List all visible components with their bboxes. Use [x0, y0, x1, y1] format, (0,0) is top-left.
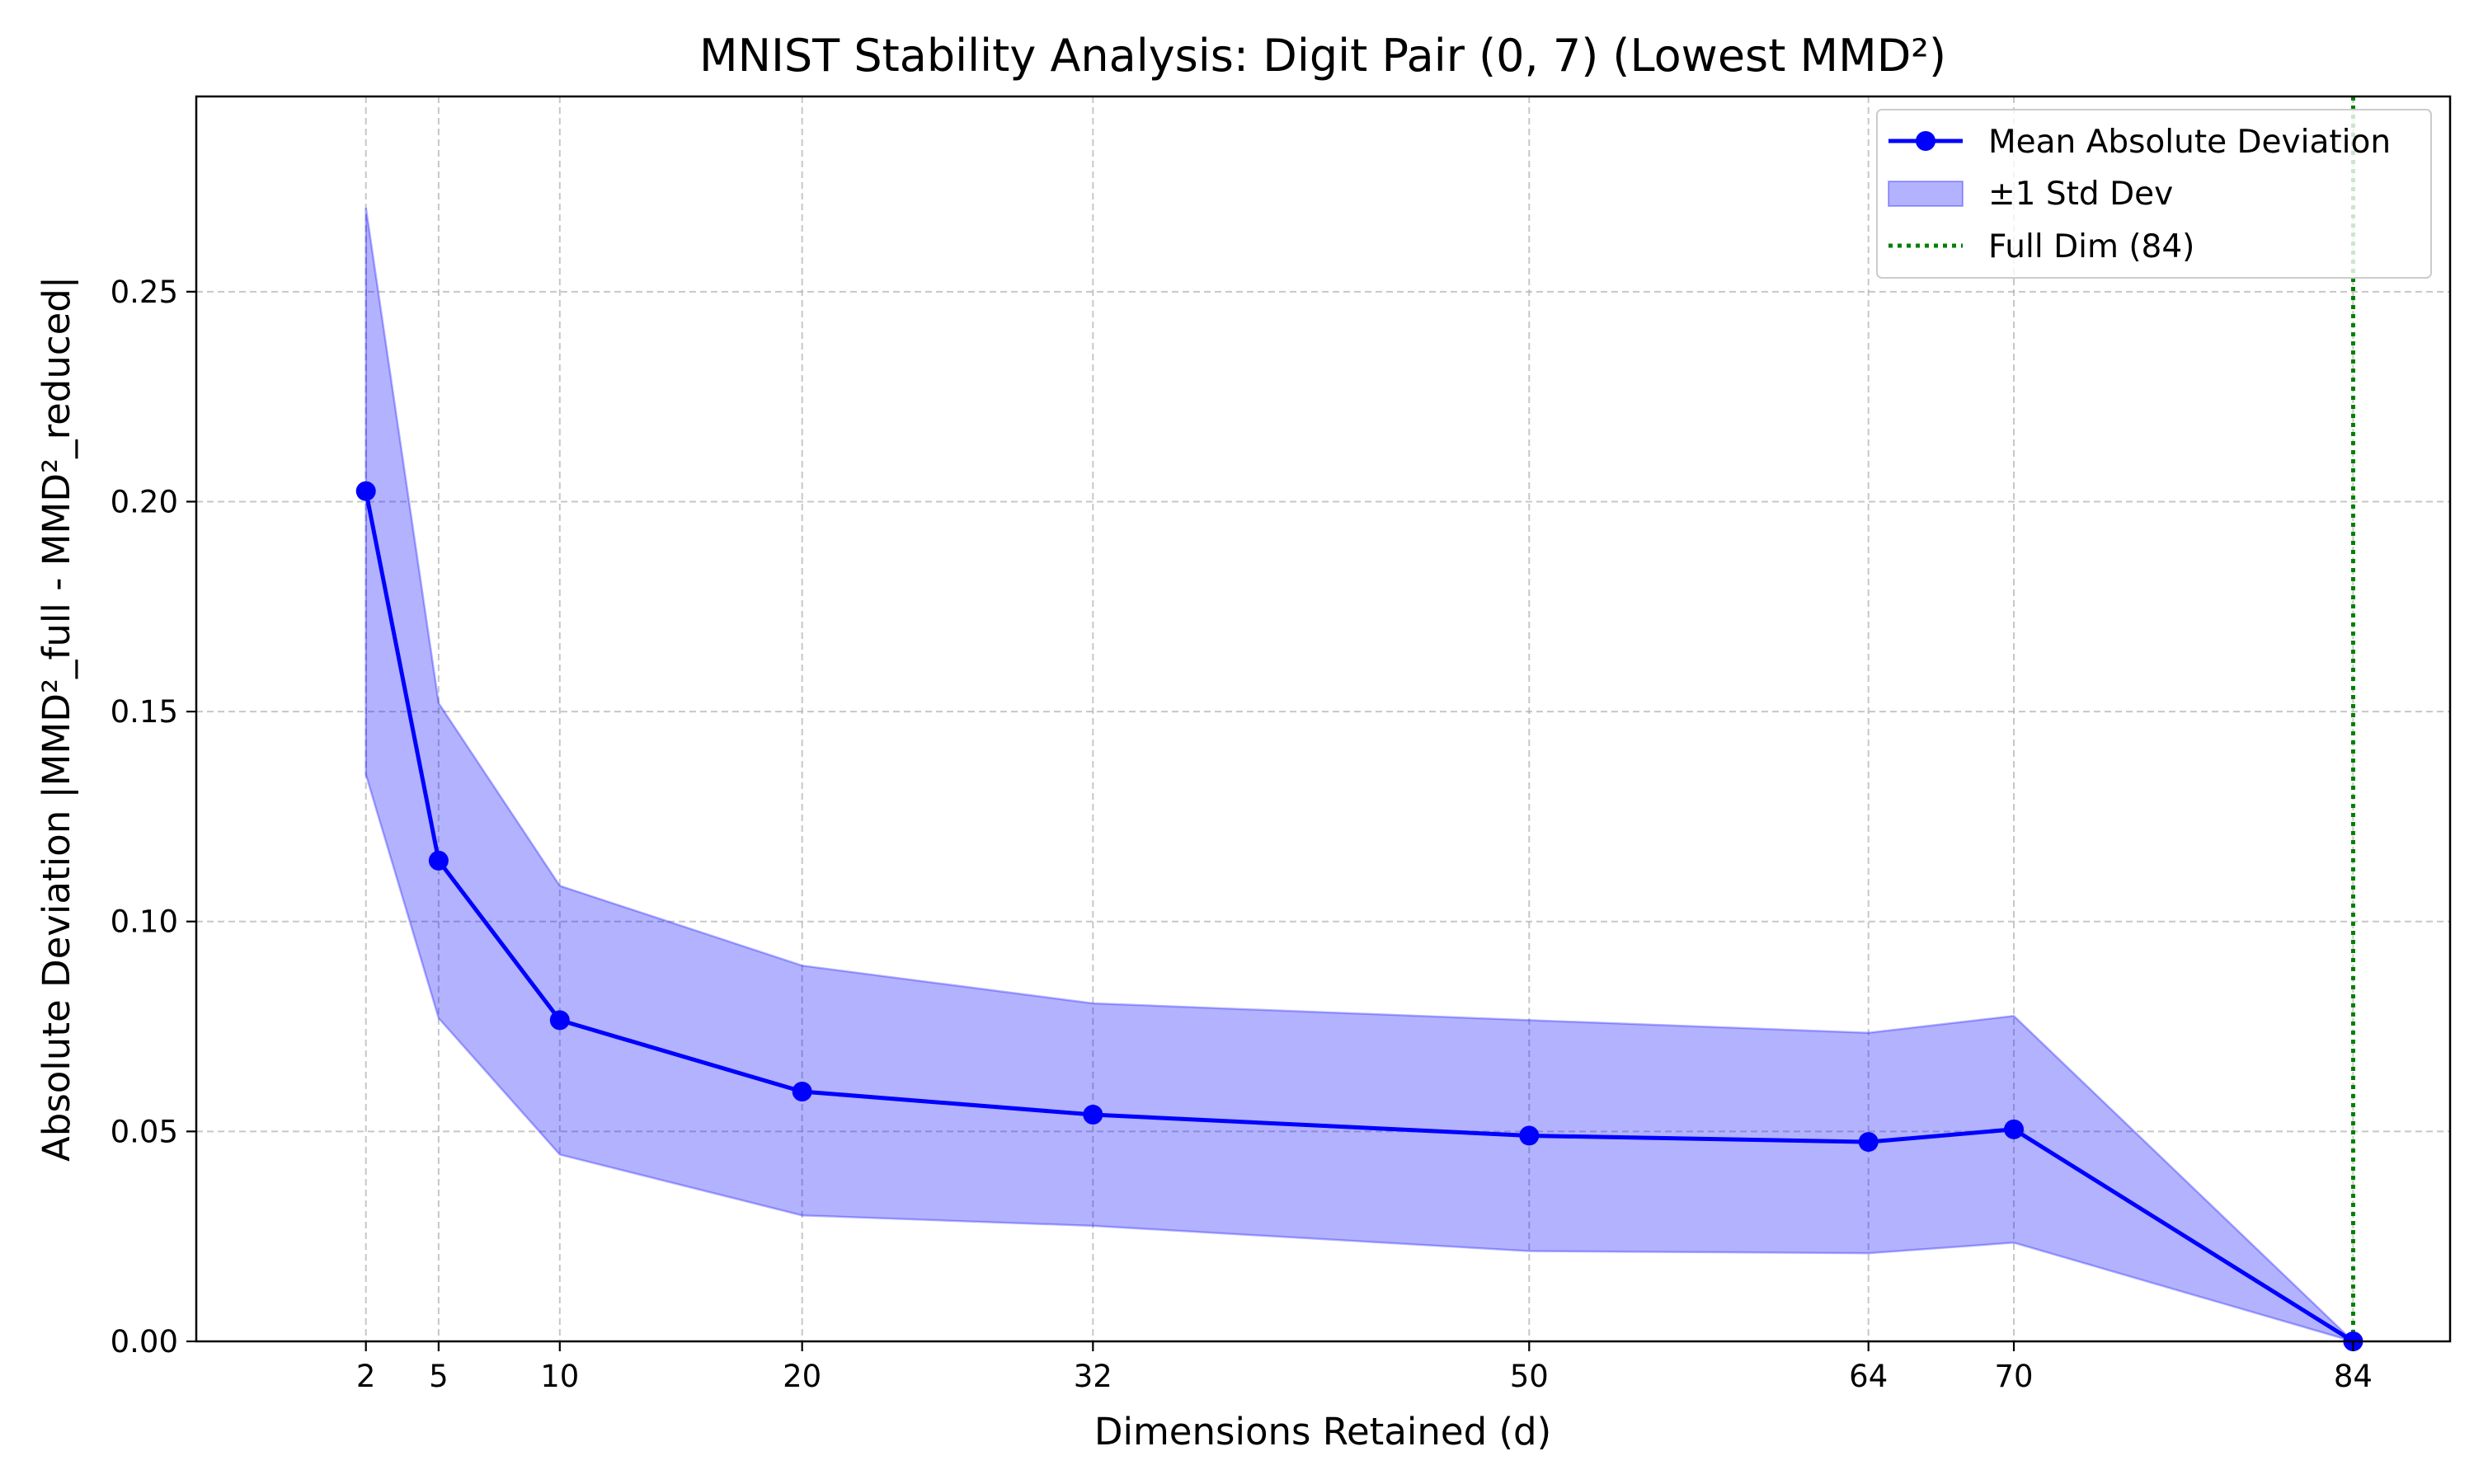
- x-tick-label: 84: [2334, 1359, 2373, 1394]
- marker-layer: [355, 481, 2363, 1351]
- y-tick-label: 0.20: [111, 484, 178, 519]
- x-axis-label: Dimensions Retained (d): [1094, 1410, 1551, 1453]
- mean-point: [1083, 1104, 1103, 1125]
- x-tick-label: 64: [1849, 1359, 1888, 1394]
- mean-point: [1519, 1125, 1540, 1146]
- x-tick-label: 10: [540, 1359, 579, 1394]
- y-tick-label: 0.15: [111, 694, 178, 730]
- x-tick-label: 5: [429, 1359, 449, 1394]
- x-tick-label: 70: [1994, 1359, 2033, 1394]
- mean-point: [549, 1010, 570, 1031]
- std-dev-band: [365, 207, 2354, 1343]
- legend-label-std: ±1 Std Dev: [1988, 176, 2173, 213]
- mean-point: [792, 1081, 812, 1101]
- grid-layer: [196, 96, 2450, 1342]
- y-tick-label: 0.25: [111, 275, 178, 310]
- legend-box: [1876, 109, 2432, 279]
- y-axis-label: Absolute Deviation |MMD²_full - MMD²_red…: [35, 276, 78, 1162]
- mean-point: [428, 850, 449, 871]
- mean-point: [2004, 1119, 2025, 1139]
- mean-point: [1858, 1132, 1879, 1153]
- y-tick-label: 0.00: [111, 1324, 178, 1360]
- chart-title: MNIST Stability Analysis: Digit Pair (0,…: [699, 30, 1946, 82]
- x-axis: 2 5 10 20 32 50 64 70 84: [356, 1341, 2373, 1394]
- mean-point: [355, 481, 376, 501]
- x-tick-label: 50: [1510, 1359, 1549, 1394]
- legend: Mean Absolute Deviation ±1 Std Dev Full …: [1876, 109, 2432, 279]
- y-tick-label: 0.05: [111, 1114, 178, 1149]
- legend-marker-swatch: [1916, 131, 1935, 151]
- legend-label-mean: Mean Absolute Deviation: [1988, 124, 2391, 161]
- x-tick-label: 2: [356, 1359, 376, 1394]
- x-tick-label: 32: [1074, 1359, 1112, 1394]
- plot-frame: [195, 95, 2452, 1343]
- band-layer: [365, 207, 2354, 1343]
- x-tick-label: 20: [783, 1359, 821, 1394]
- legend-label-full-dim: Full Dim (84): [1988, 228, 2194, 265]
- legend-band-swatch: [1888, 181, 1964, 207]
- y-axis: 0.00 0.05 0.10 0.15 0.20 0.25: [111, 275, 196, 1360]
- y-tick-label: 0.10: [111, 904, 178, 940]
